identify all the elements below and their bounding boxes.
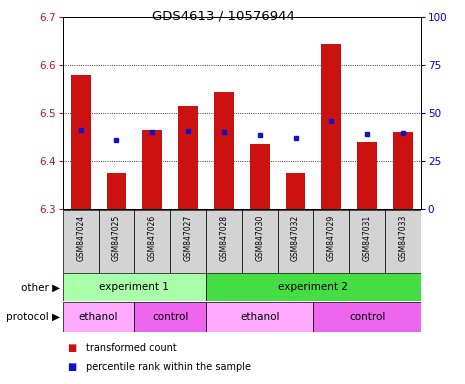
Bar — [313, 302, 421, 332]
Text: other ▶: other ▶ — [21, 282, 60, 293]
Text: GSM847027: GSM847027 — [184, 215, 193, 261]
Text: experiment 1: experiment 1 — [100, 282, 169, 293]
Text: transformed count: transformed count — [86, 343, 177, 353]
Bar — [134, 210, 170, 273]
Text: experiment 2: experiment 2 — [279, 282, 348, 293]
Bar — [206, 273, 421, 301]
Text: control: control — [349, 312, 385, 322]
Text: ethanol: ethanol — [79, 312, 118, 322]
Bar — [313, 210, 349, 273]
Bar — [170, 210, 206, 273]
Text: control: control — [152, 312, 188, 322]
Text: GSM847025: GSM847025 — [112, 215, 121, 261]
Bar — [178, 106, 198, 209]
Bar — [349, 210, 385, 273]
Bar — [206, 302, 313, 332]
Text: protocol ▶: protocol ▶ — [7, 312, 60, 322]
Bar — [385, 210, 421, 273]
Bar — [321, 44, 341, 209]
Text: GSM847028: GSM847028 — [219, 215, 228, 261]
Bar — [63, 302, 134, 332]
Bar — [206, 210, 242, 273]
Bar — [142, 130, 162, 209]
Text: GSM847032: GSM847032 — [291, 215, 300, 261]
Bar — [393, 132, 413, 209]
Bar — [134, 302, 206, 332]
Text: GSM847029: GSM847029 — [327, 215, 336, 261]
Text: GSM847030: GSM847030 — [255, 215, 264, 262]
Bar — [106, 173, 126, 209]
Text: GSM847031: GSM847031 — [363, 215, 372, 261]
Text: GSM847033: GSM847033 — [399, 215, 407, 262]
Text: ethanol: ethanol — [240, 312, 279, 322]
Text: GSM847024: GSM847024 — [76, 215, 85, 261]
Bar — [278, 210, 313, 273]
Bar — [63, 273, 206, 301]
Bar — [286, 173, 306, 209]
Text: ■: ■ — [67, 343, 77, 353]
Text: GSM847026: GSM847026 — [148, 215, 157, 261]
Bar — [71, 75, 91, 209]
Bar — [214, 92, 234, 209]
Text: percentile rank within the sample: percentile rank within the sample — [86, 362, 251, 372]
Bar — [63, 210, 99, 273]
Bar — [99, 210, 134, 273]
Text: ■: ■ — [67, 362, 77, 372]
Bar — [357, 142, 377, 209]
Bar — [242, 210, 278, 273]
Bar — [250, 144, 270, 209]
Text: GDS4613 / 10576944: GDS4613 / 10576944 — [152, 10, 295, 23]
